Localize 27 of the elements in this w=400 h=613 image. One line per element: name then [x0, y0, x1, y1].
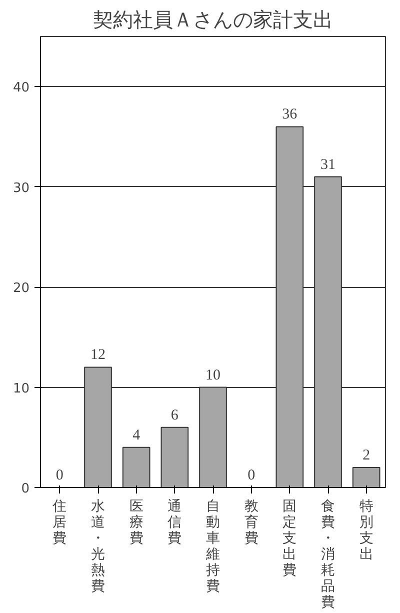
bar: [122, 446, 150, 488]
data-label: 12: [90, 347, 106, 364]
data-label: 36: [282, 106, 298, 123]
y-tick-label: 20: [12, 281, 30, 296]
data-label: 4: [132, 427, 141, 444]
data-label: 0: [248, 468, 256, 484]
x-tick-label: 自動車維持費: [205, 498, 220, 594]
data-label: 31: [320, 156, 336, 173]
x-tick-label: 水道・光熱費: [91, 498, 105, 594]
chart-title: 契約社員Ａさんの家計支出: [93, 8, 333, 32]
x-tick-label: 特別支出: [359, 498, 374, 562]
bar: [352, 466, 380, 488]
bar: [160, 426, 189, 488]
data-label: 6: [170, 407, 179, 424]
x-tick-label: 住居費: [52, 498, 67, 546]
x-tick-label: 固定支出費: [282, 498, 297, 578]
y-tick-label: 10: [12, 381, 30, 396]
data-label: 2: [362, 447, 370, 464]
x-tick-label: 教育費: [244, 498, 258, 546]
x-tick-label: 医療費: [129, 498, 144, 546]
x-tick-label: 食費・消耗品費: [321, 498, 335, 610]
x-tick-label: 通信費: [168, 498, 182, 546]
data-label: 0: [56, 468, 64, 484]
y-tick-label: 0: [21, 482, 30, 496]
y-tick-label: 30: [12, 180, 30, 196]
y-tick-label: 40: [12, 80, 30, 96]
data-label: 10: [206, 367, 220, 384]
